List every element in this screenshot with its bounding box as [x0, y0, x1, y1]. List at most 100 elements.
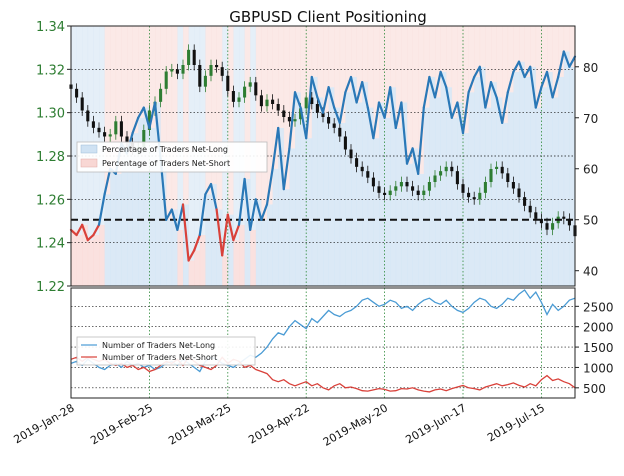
percent-net-long-segment: [467, 75, 476, 94]
long-share-band: [395, 127, 402, 286]
chart-title: GBPUSD Client Positioning: [229, 8, 427, 26]
long-share-band: [463, 133, 469, 286]
candle-body: [349, 149, 353, 159]
candle-body: [97, 127, 101, 133]
long-share-band: [401, 102, 408, 287]
percent-net-long-segment: [243, 177, 252, 232]
bottom-panel: 500 1000 1500 2000 2500 Number of Traders Ne…: [70, 287, 614, 399]
percent-net-long-segment: [181, 203, 190, 262]
short-share-band: [250, 26, 257, 230]
percent-net-long-segment: [271, 126, 280, 170]
percent-net-long-segment: [305, 75, 313, 140]
short-share-band: [535, 26, 542, 108]
long-share-band: [71, 229, 77, 286]
percent-net-long-segment: [450, 101, 459, 119]
short-share-band: [283, 26, 290, 190]
long-share-band: [300, 107, 307, 286]
short-share-band: [93, 26, 100, 236]
candle-body: [276, 104, 280, 111]
candle-body: [562, 216, 566, 219]
long-share-band: [384, 117, 391, 286]
percent-net-long-segment: [534, 86, 543, 109]
long-share-band: [194, 250, 201, 286]
percent-net-long-segment: [366, 106, 375, 140]
percent-net-long-segment: [495, 96, 504, 124]
candle-body: [310, 97, 314, 104]
long-share-band: [239, 224, 245, 286]
percent-net-long-segment: [355, 80, 364, 104]
percent-net-long-segment: [254, 198, 263, 221]
candle-body: [103, 132, 107, 137]
short-share-band: [127, 26, 133, 154]
candle-body: [383, 192, 387, 195]
left-tick-label: 1.30: [36, 107, 65, 122]
right-tick-label: 80: [583, 61, 598, 75]
long-share-band: [138, 117, 145, 286]
percent-net-long-segment: [428, 75, 437, 99]
long-share-band: [132, 133, 139, 286]
bottom-tick-label: 2000: [583, 321, 614, 335]
bottom-tick-label: 2500: [583, 300, 614, 314]
short-share-band: [71, 26, 77, 230]
right-tick-label: 40: [583, 265, 598, 279]
left-axis-ticks: 1.22 1.24 1.26 1.28 1.30 1.32 1.34: [36, 20, 71, 295]
percent-net-long-segment: [187, 249, 196, 262]
short-share-band: [345, 26, 352, 93]
long-share-band: [379, 102, 385, 287]
candle-body: [534, 212, 538, 219]
long-share-band: [362, 82, 369, 286]
long-share-band: [199, 235, 206, 286]
candle-body: [472, 197, 476, 200]
percent-net-long-segment: [226, 213, 235, 242]
short-share-band: [244, 26, 251, 179]
candle-body: [80, 97, 84, 111]
percent-net-long-segment: [512, 60, 521, 73]
right-tick-label: 70: [583, 112, 598, 126]
short-share-band: [300, 26, 307, 108]
bottom-right-axis-ticks: 500 1000 1500 2000 2500: [575, 300, 614, 396]
candle-body: [142, 130, 146, 148]
long-share-band: [451, 117, 458, 286]
percent-net-long-segment: [349, 75, 358, 104]
short-share-band: [418, 26, 425, 174]
short-share-band: [519, 26, 525, 62]
count-net-short-line: [70, 356, 576, 393]
percent-net-long-segment: [176, 203, 185, 232]
long-share-band: [227, 214, 234, 286]
candle-body: [321, 112, 325, 117]
long-share-band: [457, 102, 464, 287]
long-share-band: [339, 122, 346, 286]
candle-body: [75, 88, 79, 98]
long-share-band: [278, 127, 285, 286]
short-share-band: [412, 26, 419, 149]
long-share-band: [429, 76, 436, 286]
percent-net-long-segment: [260, 203, 269, 221]
long-share-band: [345, 92, 352, 287]
candle-body: [192, 49, 196, 65]
candle-body: [444, 166, 448, 172]
left-tick-label: 1.24: [36, 237, 65, 252]
long-share-band: [440, 71, 447, 286]
candle-body: [304, 97, 308, 109]
long-share-band: [334, 107, 341, 286]
candle-body: [416, 190, 420, 195]
long-share-band: [390, 87, 397, 286]
candle-body: [545, 223, 549, 230]
short-share-band: [407, 26, 413, 164]
long-share-band: [474, 76, 481, 286]
long-share-band: [183, 204, 189, 286]
long-share-band: [306, 138, 313, 286]
short-share-band: [468, 26, 475, 93]
short-share-band: [423, 26, 430, 108]
percent-net-long-segment: [293, 91, 302, 109]
short-share-band: [384, 26, 391, 118]
candle-body: [209, 65, 213, 76]
candle-body: [125, 136, 129, 143]
candle-body: [343, 136, 347, 150]
candle-body: [506, 173, 510, 182]
long-share-band: [149, 127, 156, 286]
long-share-band: [541, 87, 548, 286]
short-share-band: [76, 26, 83, 236]
candle-body: [461, 184, 465, 193]
percent-net-long-segment: [361, 80, 369, 109]
